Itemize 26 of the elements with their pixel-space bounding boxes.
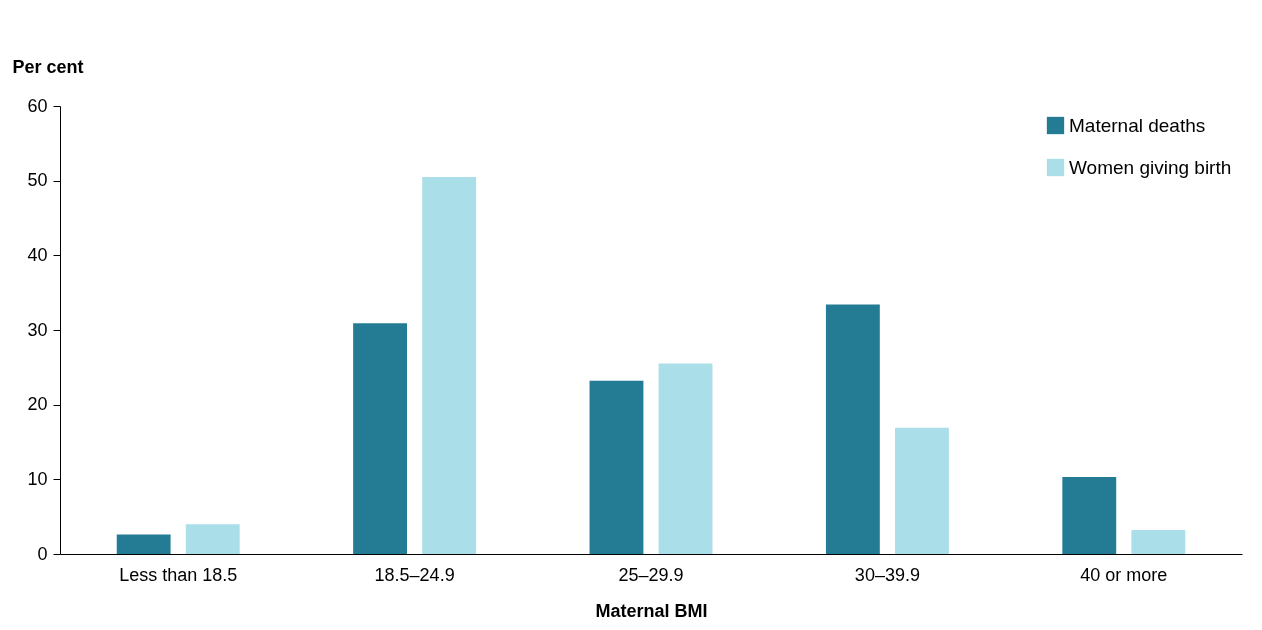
x-tick-label: 18.5–24.9 <box>374 564 455 585</box>
x-tick-label: 25–29.9 <box>618 564 684 585</box>
bar <box>825 304 880 554</box>
y-tick-label: 30 <box>27 319 48 340</box>
legend-label: Maternal deaths <box>1069 114 1206 136</box>
bar <box>1131 530 1186 554</box>
legend-label: Women giving birth <box>1069 156 1232 178</box>
bar <box>116 534 171 554</box>
bar <box>353 323 407 554</box>
y-tick-label: 10 <box>27 468 48 489</box>
bar <box>895 427 949 554</box>
bar <box>1062 477 1117 554</box>
y-tick-label: 40 <box>27 244 48 265</box>
y-axis-title: Per cent <box>12 56 84 77</box>
x-tick-label: 40 or more <box>1080 564 1168 585</box>
y-tick-label: 50 <box>27 170 48 191</box>
bar <box>658 363 713 554</box>
y-tick-label: 60 <box>27 95 48 116</box>
bar <box>422 176 477 554</box>
y-tick-label: 20 <box>27 394 48 415</box>
x-tick-label: Less than 18.5 <box>119 564 238 585</box>
x-tick-label: 30–39.9 <box>854 564 920 585</box>
x-axis-title: Maternal BMI <box>595 600 708 621</box>
bar <box>185 524 240 554</box>
y-tick-label: 0 <box>37 543 48 564</box>
bar <box>589 380 644 554</box>
